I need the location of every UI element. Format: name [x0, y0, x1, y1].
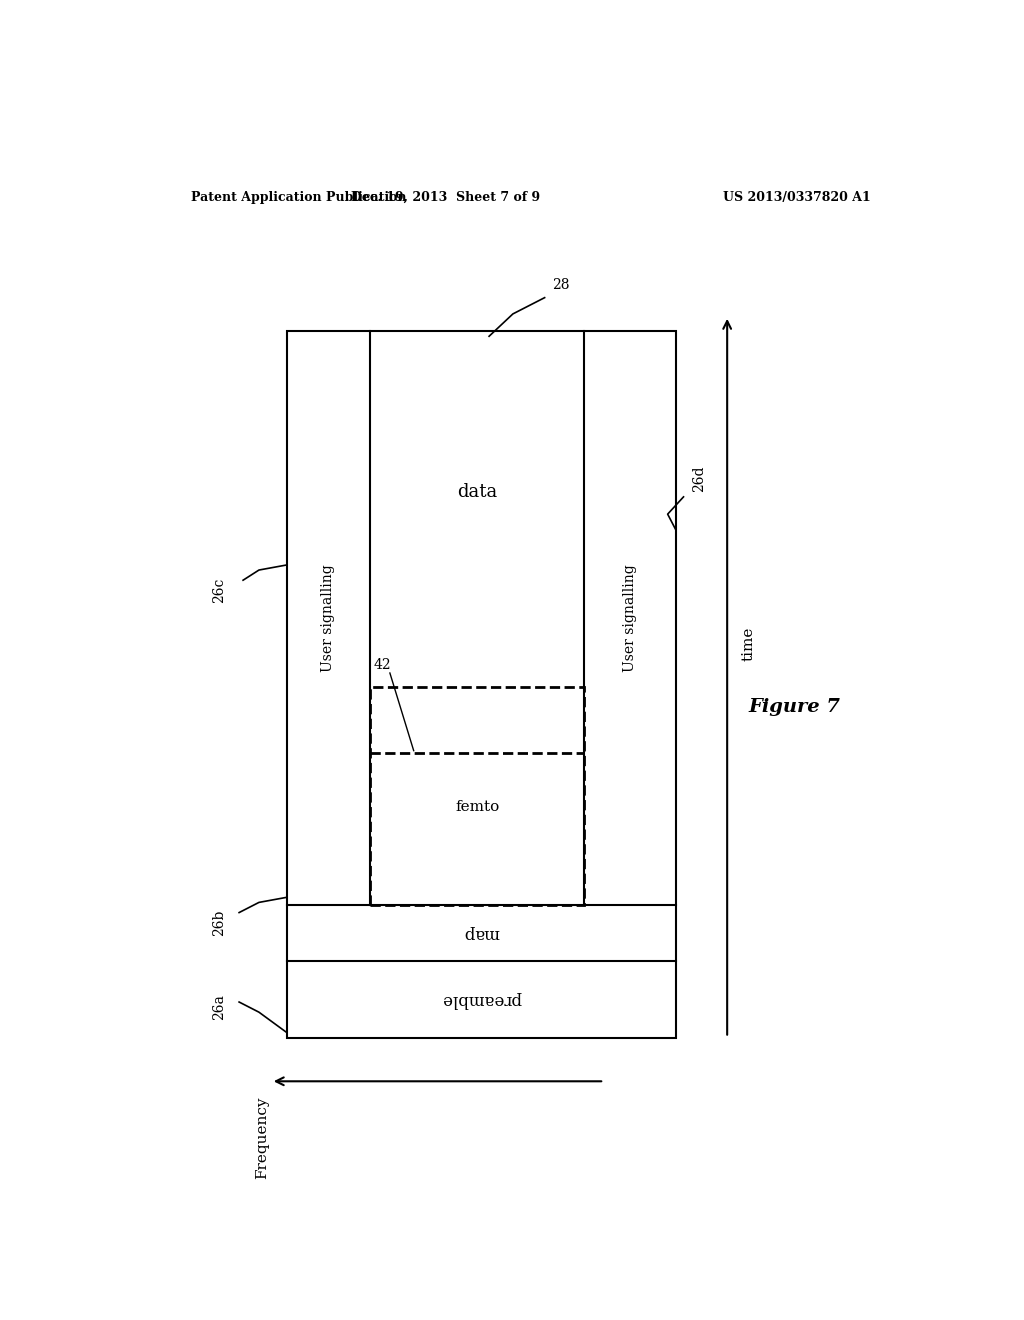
- Text: femto: femto: [455, 800, 500, 813]
- Text: 28: 28: [552, 279, 569, 293]
- Text: 42: 42: [374, 657, 391, 672]
- Text: 26b: 26b: [212, 909, 226, 936]
- Text: US 2013/0337820 A1: US 2013/0337820 A1: [723, 190, 871, 203]
- Text: User signalling: User signalling: [623, 565, 637, 672]
- Text: Patent Application Publication: Patent Application Publication: [191, 190, 407, 203]
- Text: 26a: 26a: [212, 994, 226, 1020]
- Text: 26d: 26d: [692, 466, 707, 492]
- Text: time: time: [741, 627, 756, 661]
- Text: data: data: [457, 483, 498, 502]
- Text: Dec. 19, 2013  Sheet 7 of 9: Dec. 19, 2013 Sheet 7 of 9: [351, 190, 540, 203]
- Text: Frequency: Frequency: [255, 1097, 269, 1179]
- Text: 26c: 26c: [212, 578, 226, 603]
- Text: Figure 7: Figure 7: [749, 698, 841, 717]
- Text: map: map: [463, 925, 500, 942]
- Text: User signalling: User signalling: [322, 565, 336, 672]
- Text: preamble: preamble: [441, 991, 521, 1008]
- Bar: [287, 331, 676, 1038]
- Bar: [370, 688, 585, 906]
